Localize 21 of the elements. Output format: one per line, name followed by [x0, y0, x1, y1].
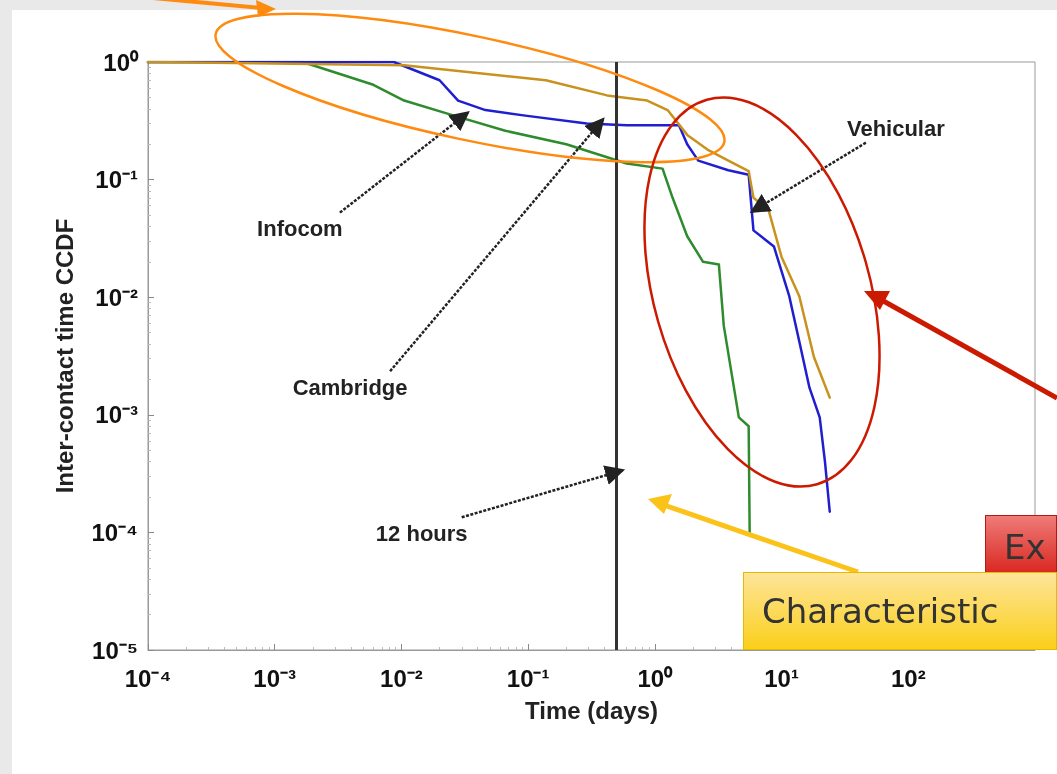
annotation: Vehicular	[846, 116, 946, 142]
annotation: Infocom	[257, 216, 343, 242]
y-tick-label: 10⁻⁴	[91, 518, 138, 546]
annotation: Characteristic	[743, 572, 1057, 650]
y-axis-title: Inter-contact time CCDF	[50, 218, 78, 494]
annotation: Ex	[985, 515, 1057, 578]
x-tick-label: 10⁻⁴	[124, 664, 172, 692]
y-tick-label: 10⁻¹	[95, 166, 139, 194]
annotation: 12 hours	[375, 520, 468, 546]
x-tick-label: 10⁻³	[253, 664, 297, 692]
x-tick-label: 10⁰	[637, 664, 674, 692]
y-tick-label: 10⁻⁵	[92, 636, 138, 664]
y-tick-label: 10⁰	[103, 48, 139, 76]
y-tick-label: 10⁻²	[95, 283, 139, 311]
y-tick-label: 10⁻³	[95, 401, 139, 429]
x-tick-label: 10¹	[764, 664, 799, 692]
x-tick-label: 10⁻¹	[506, 664, 550, 692]
x-tick-label: 10⁻²	[380, 664, 423, 692]
annotation: Cambridge	[292, 374, 408, 400]
x-axis-title: Time (days)	[525, 696, 658, 724]
x-tick-label: 10²	[890, 664, 926, 692]
